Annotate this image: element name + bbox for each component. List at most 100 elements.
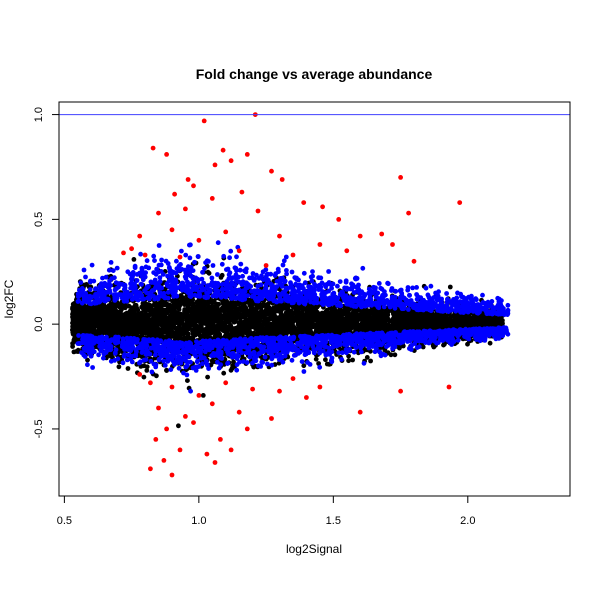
black-point xyxy=(223,320,228,326)
black-point xyxy=(144,327,150,333)
black-point xyxy=(382,327,388,333)
black-point xyxy=(271,326,277,332)
black-point xyxy=(215,312,220,318)
black-point xyxy=(447,284,453,290)
black-point xyxy=(78,320,84,326)
black-point xyxy=(346,358,351,364)
black-point xyxy=(105,315,111,320)
black-point xyxy=(100,330,106,336)
black-point xyxy=(385,312,391,318)
black-point xyxy=(223,328,229,334)
black-point xyxy=(392,352,398,358)
black-point xyxy=(74,349,79,354)
black-point xyxy=(94,317,100,323)
black-point xyxy=(182,307,188,312)
black-point xyxy=(296,306,301,312)
black-point xyxy=(313,356,319,362)
black-point xyxy=(441,342,446,348)
black-point xyxy=(229,366,235,371)
black-point xyxy=(205,374,211,380)
black-point xyxy=(364,355,370,360)
black-point xyxy=(125,366,131,371)
black-point xyxy=(221,300,226,306)
black-point xyxy=(379,311,385,317)
black-point xyxy=(307,327,313,332)
black-point xyxy=(161,300,167,305)
black-point xyxy=(219,272,225,278)
black-point xyxy=(182,335,188,341)
black-point xyxy=(276,315,281,321)
black-point xyxy=(207,308,212,314)
black-point xyxy=(248,320,254,326)
black-point xyxy=(330,314,336,320)
black-point xyxy=(167,302,172,308)
black-point xyxy=(412,314,418,320)
black-point xyxy=(140,331,146,336)
black-point xyxy=(381,323,387,329)
black-point xyxy=(100,317,106,323)
black-point xyxy=(131,257,137,262)
black-point xyxy=(193,330,199,335)
black-point xyxy=(213,301,219,307)
black-point xyxy=(420,344,426,350)
black-point xyxy=(116,364,122,370)
black-point xyxy=(487,340,493,346)
black-point xyxy=(209,323,215,329)
black-point xyxy=(205,313,211,318)
black-point xyxy=(91,310,96,316)
black-point xyxy=(323,313,328,318)
black-point xyxy=(338,315,343,321)
black-point xyxy=(217,331,223,337)
black-point xyxy=(118,329,124,335)
black-point xyxy=(346,353,351,359)
black-point xyxy=(106,331,112,337)
black-point xyxy=(285,324,291,330)
black-point xyxy=(300,313,306,319)
black-point xyxy=(224,303,229,309)
black-point xyxy=(231,304,237,310)
black-point xyxy=(243,313,249,319)
black-point xyxy=(186,336,191,342)
black-point xyxy=(364,311,369,317)
black-point xyxy=(261,301,267,307)
black-point xyxy=(146,331,152,337)
black-point xyxy=(318,319,324,325)
black-point xyxy=(263,322,269,327)
black-point xyxy=(226,335,232,340)
black-point xyxy=(323,357,328,363)
black-point xyxy=(228,324,234,330)
black-point xyxy=(234,301,240,307)
black-point xyxy=(164,324,169,330)
black-point xyxy=(183,300,189,306)
black-point xyxy=(334,327,340,333)
black-point xyxy=(141,374,147,380)
black-point xyxy=(353,317,359,322)
black-point xyxy=(400,343,406,349)
black-point xyxy=(221,370,227,376)
black-point xyxy=(70,306,75,312)
black-point xyxy=(216,326,222,332)
black-point xyxy=(231,359,236,365)
black-point xyxy=(205,329,211,334)
black-point xyxy=(200,393,206,398)
black-point xyxy=(193,304,199,310)
black-point xyxy=(85,357,90,363)
black-point xyxy=(285,318,291,323)
black-point xyxy=(216,321,222,326)
black-point xyxy=(180,298,185,304)
black-point xyxy=(210,329,216,334)
black-point xyxy=(85,317,91,323)
black-point xyxy=(159,334,164,339)
black-point xyxy=(184,318,190,324)
black-point xyxy=(205,269,211,275)
black-point xyxy=(144,368,150,373)
black-point xyxy=(82,321,88,327)
black-point xyxy=(264,302,270,308)
black-point xyxy=(230,310,236,315)
black-point xyxy=(441,317,446,322)
black-point xyxy=(211,307,217,313)
black-point xyxy=(247,328,252,334)
black-point xyxy=(350,310,356,315)
black-point xyxy=(330,323,335,329)
